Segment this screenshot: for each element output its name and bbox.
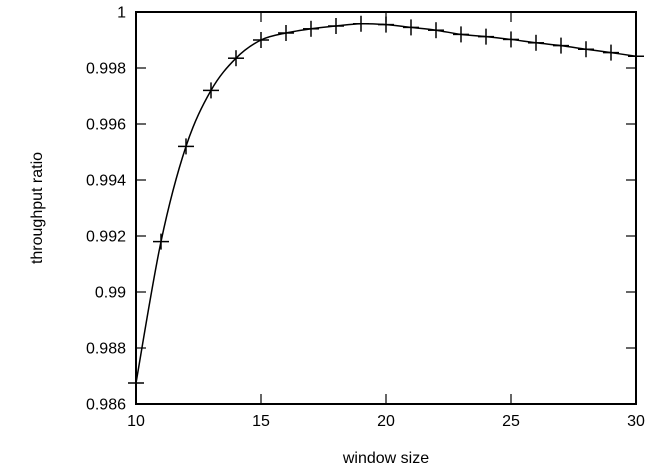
y-tick-label: 0.988	[86, 341, 126, 358]
data-point	[228, 50, 244, 67]
x-tick-label: 10	[127, 413, 145, 430]
axis-ticks	[135, 11, 637, 405]
x-tick-label: 25	[502, 413, 520, 430]
y-tick-label: 0.998	[86, 61, 126, 78]
data-point	[253, 32, 269, 48]
y-axis-label: throughput ratio	[29, 152, 46, 264]
data-point	[428, 22, 444, 39]
data-point	[453, 26, 469, 43]
data-point	[178, 138, 194, 155]
data-point	[153, 233, 169, 250]
data-point	[328, 18, 344, 34]
data-point	[503, 31, 519, 48]
plot-frame	[135, 11, 637, 405]
x-tick-label: 15	[252, 413, 270, 430]
data-point	[303, 20, 319, 37]
series-line	[135, 22, 637, 384]
y-tick-label: 0.996	[86, 117, 126, 134]
series-layer	[128, 15, 644, 391]
data-point	[578, 41, 594, 58]
tick-labels: 10 15 20 25 30 0.986 0.988 0.99 0.992 0.994 0.996 0…	[86, 5, 645, 431]
data-point	[403, 19, 419, 36]
y-tick-label: 0.994	[86, 173, 126, 190]
data-point	[378, 16, 394, 33]
x-axis-label: window size	[342, 450, 429, 467]
data-point	[528, 34, 544, 51]
y-tick-label: 1	[117, 5, 126, 22]
x-tick-label: 30	[627, 413, 645, 430]
data-point	[603, 44, 619, 61]
data-point	[478, 28, 494, 45]
x-tick-label: 20	[377, 413, 395, 430]
y-tick-label: 0.992	[86, 229, 126, 246]
y-tick-label: 0.99	[95, 285, 126, 302]
data-point	[353, 15, 369, 32]
data-point	[203, 82, 219, 99]
data-point	[278, 25, 294, 41]
y-tick-label: 0.986	[86, 397, 126, 414]
data-point	[553, 37, 569, 54]
